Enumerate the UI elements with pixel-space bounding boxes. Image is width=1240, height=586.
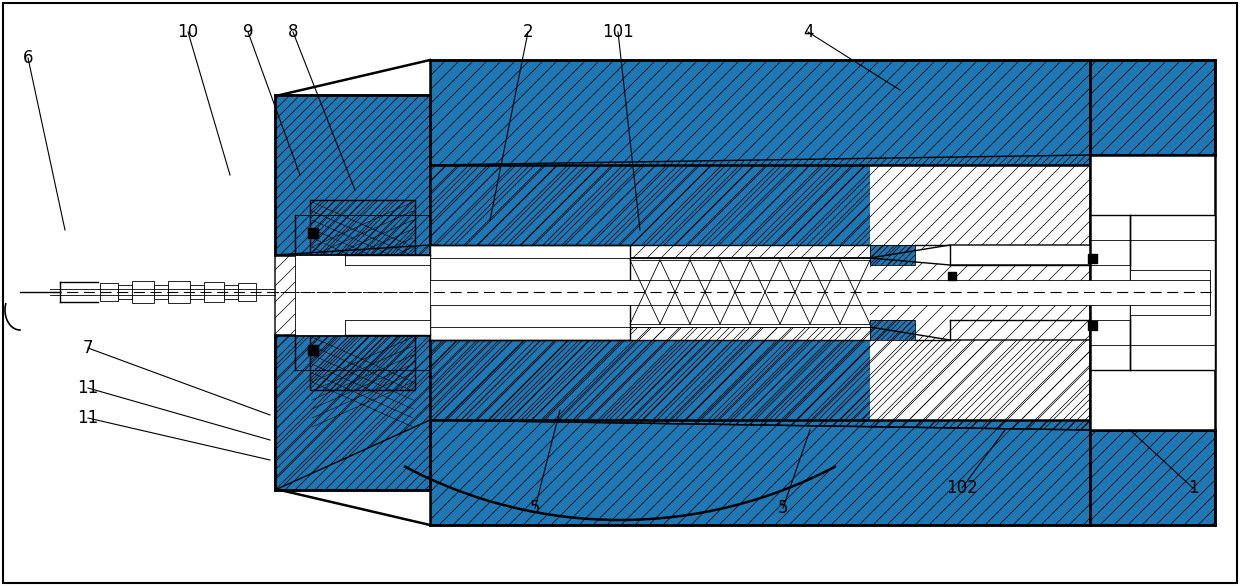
Text: 10: 10 (177, 23, 198, 41)
Bar (630, 258, 870, 327)
Bar (870, 245, 915, 265)
Bar (100, 283, 118, 301)
Bar (167, 281, 190, 303)
Bar (1090, 60, 1215, 155)
Text: 5: 5 (777, 499, 789, 517)
Bar (310, 200, 415, 255)
Bar (205, 282, 224, 302)
Bar (118, 285, 131, 299)
Bar (430, 420, 1090, 525)
Bar (224, 285, 238, 299)
Bar (430, 60, 1090, 165)
Bar (275, 335, 430, 490)
Bar (308, 345, 317, 355)
Bar (310, 335, 415, 390)
Bar (1087, 321, 1097, 330)
Text: 7: 7 (83, 339, 93, 357)
Bar (131, 281, 154, 303)
Bar (870, 320, 915, 340)
Text: 11: 11 (77, 409, 99, 427)
Bar (430, 340, 870, 420)
Bar (949, 272, 956, 280)
Bar (1130, 270, 1210, 315)
Bar (1087, 254, 1097, 263)
Bar (430, 60, 1090, 165)
Polygon shape (430, 155, 1090, 258)
Bar (1090, 60, 1215, 155)
Text: 101: 101 (603, 23, 634, 41)
Bar (310, 335, 415, 390)
Text: 5: 5 (529, 499, 541, 517)
Bar (1130, 215, 1215, 370)
Bar (275, 335, 430, 490)
Text: 4: 4 (802, 23, 813, 41)
Polygon shape (275, 245, 1090, 490)
Bar (275, 95, 430, 255)
Bar (430, 420, 1090, 525)
Bar (1090, 430, 1215, 525)
Bar (430, 245, 630, 340)
Bar (430, 165, 870, 245)
Bar (295, 255, 430, 335)
Bar (870, 320, 915, 340)
Bar (340, 280, 1210, 305)
Polygon shape (430, 327, 1090, 430)
Bar (154, 285, 167, 299)
Bar (870, 245, 915, 265)
Bar (1090, 155, 1215, 430)
Text: 8: 8 (288, 23, 299, 41)
Bar (310, 200, 415, 255)
Text: 6: 6 (22, 49, 33, 67)
Bar (190, 285, 205, 299)
Text: 102: 102 (946, 479, 978, 497)
Text: 2: 2 (523, 23, 533, 41)
Bar (308, 228, 317, 238)
Bar (238, 283, 255, 301)
Text: 9: 9 (243, 23, 253, 41)
Text: 11: 11 (77, 379, 99, 397)
Bar (275, 95, 430, 255)
Bar (1090, 430, 1215, 525)
Text: 1: 1 (1188, 479, 1198, 497)
